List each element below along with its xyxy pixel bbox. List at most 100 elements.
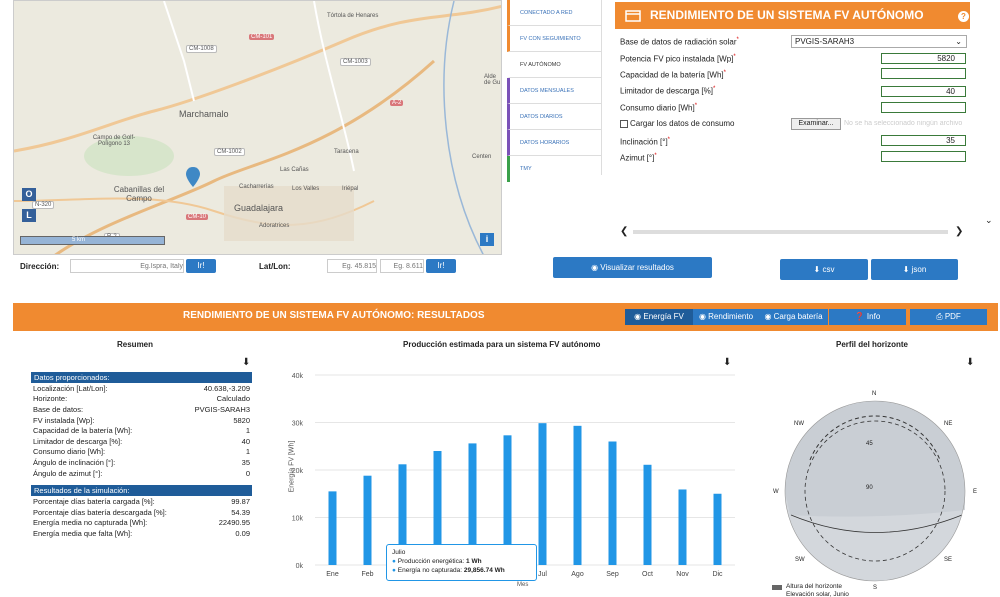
- bar[interactable]: [328, 491, 337, 565]
- vertical-scroll-arrow[interactable]: ⌄: [985, 215, 993, 225]
- visualize-button[interactable]: ◉ Visualizar resultados: [553, 257, 712, 278]
- latlon-go-button[interactable]: Ir!: [426, 259, 456, 273]
- ring-label-90: 90: [866, 485, 873, 491]
- summary-row: FV instalada [Wp]: 5820: [31, 415, 252, 426]
- info-button[interactable]: ❓ Info: [829, 309, 906, 325]
- bar[interactable]: [503, 435, 512, 565]
- inclination-input[interactable]: 35: [881, 135, 966, 146]
- summary-row: Base de datos: PVGIS-SARAH3: [31, 404, 252, 415]
- azimuth-input[interactable]: [881, 151, 966, 162]
- horizontal-scrollbar[interactable]: [633, 230, 948, 234]
- summary-row: Ángulo de azimut [°]: 0: [31, 468, 252, 479]
- tab-grid-connected[interactable]: CONECTADO A RED: [507, 0, 601, 26]
- summary-key: Horizonte:: [33, 394, 68, 404]
- scale-label: 5 km: [72, 237, 86, 243]
- y-tick-label: 40k: [292, 373, 304, 380]
- lon-input[interactable]: [380, 259, 424, 273]
- summary-key: Ángulo de inclinación [°]:: [33, 457, 116, 467]
- place-label: Las Cañas: [280, 167, 309, 173]
- latlon-label: Lat/Lon:: [259, 262, 291, 271]
- off-grid-form: RENDIMIENTO DE UN SISTEMA FV AUTÓNOMO ? …: [603, 0, 980, 237]
- summary-key: Porcentaje días batería descargada [%]:: [33, 507, 167, 517]
- y-tick-label: 30k: [292, 421, 304, 428]
- map-button-l[interactable]: L: [22, 209, 36, 222]
- given-header: Datos proporcionados:: [31, 372, 252, 383]
- battery-input[interactable]: [881, 68, 966, 79]
- summary-table: Datos proporcionados: Localización [Lat/…: [31, 372, 252, 539]
- pv-input[interactable]: 5820: [881, 53, 966, 64]
- bar[interactable]: [363, 475, 372, 565]
- bar[interactable]: [398, 464, 407, 565]
- map-view[interactable]: Tórtola de Henares Marchamalo Campo de G…: [13, 0, 502, 255]
- summary-value: 54.39: [231, 507, 250, 517]
- x-tick-label: Nov: [676, 571, 689, 578]
- tab-monthly[interactable]: DATOS MENSUALES: [507, 78, 601, 104]
- panel-title: RENDIMIENTO DE UN SISTEMA FV AUTÓNOMO: [615, 2, 970, 29]
- performance-button[interactable]: ◉ Rendimiento: [693, 309, 759, 325]
- download-icon[interactable]: ⬇: [242, 357, 251, 368]
- tab-hourly[interactable]: DATOS HORARIOS: [507, 130, 601, 156]
- summary-value: 22490.95: [218, 518, 250, 528]
- summary-value: 5820: [233, 415, 250, 425]
- download-icon: ⬇: [902, 265, 912, 274]
- db-label: Base de datos de radiación solar*: [620, 37, 739, 47]
- tooltip-unused: ● Energía no capturada: 29,856.74 Wh: [392, 567, 505, 574]
- consumption-input[interactable]: [881, 102, 966, 113]
- x-tick-label: Jul: [538, 571, 547, 578]
- summary-title: Resumen: [117, 340, 154, 349]
- discharge-label: Limitador de descarga [%]*: [620, 86, 716, 96]
- road-label: N-320: [32, 201, 55, 209]
- json-button[interactable]: ⬇ json: [871, 259, 958, 280]
- tab-tmy[interactable]: TMY: [507, 156, 601, 182]
- tab-daily[interactable]: DATOS DIARIOS: [507, 104, 601, 130]
- road-label: CM-1003: [340, 58, 371, 66]
- summary-key: Ángulo de azimut [°]:: [33, 468, 103, 478]
- place-label: Taracena: [334, 149, 359, 155]
- db-select[interactable]: PVGIS-SARAH3 ⌄: [791, 35, 967, 48]
- battery-charge-button[interactable]: ◉ Carga batería: [759, 309, 828, 325]
- compass-ne: NE: [944, 421, 953, 427]
- summary-value: 1: [245, 447, 250, 457]
- download-icon[interactable]: ⬇: [723, 357, 732, 368]
- info-button[interactable]: i: [480, 233, 494, 246]
- scroll-right-arrow[interactable]: ❯: [955, 226, 964, 237]
- bar[interactable]: [713, 493, 722, 565]
- summary-key: Porcentaje días batería cargada [%]:: [33, 497, 155, 507]
- tool-tabs: CONECTADO A RED FV CON SEGUIMIENTO FV AU…: [507, 0, 602, 182]
- help-icon[interactable]: ?: [958, 11, 969, 22]
- summary-key: Limitador de descarga [%]:: [33, 436, 123, 446]
- download-icon[interactable]: ⬇: [966, 357, 975, 368]
- summary-value: 99.87: [231, 497, 250, 507]
- summary-value: PVGIS-SARAH3: [194, 404, 250, 414]
- bar[interactable]: [433, 451, 442, 565]
- scroll-left-arrow[interactable]: ❮: [620, 226, 629, 237]
- tab-off-grid[interactable]: FV AUTÓNOMO: [507, 52, 601, 78]
- address-go-button[interactable]: Ir!: [186, 259, 216, 273]
- bar[interactable]: [538, 423, 547, 565]
- load-checkbox[interactable]: [620, 120, 628, 128]
- location-pin-icon[interactable]: [186, 167, 200, 187]
- bar[interactable]: [573, 425, 582, 565]
- x-tick-label: Oct: [642, 571, 653, 578]
- summary-value: 0: [245, 468, 250, 478]
- bar[interactable]: [678, 489, 687, 565]
- place-label: Cabanillas del Campo: [113, 185, 165, 203]
- bar[interactable]: [608, 441, 617, 566]
- energy-button[interactable]: ◉ Energía FV: [625, 309, 693, 325]
- address-input[interactable]: [70, 259, 184, 273]
- place-label: Marchamalo: [179, 109, 229, 119]
- browse-button[interactable]: Examinar...: [791, 118, 841, 130]
- csv-button[interactable]: ⬇ csv: [780, 259, 868, 280]
- lat-input[interactable]: [327, 259, 377, 273]
- discharge-input[interactable]: 40: [881, 86, 966, 97]
- azimuth-label: Azimut [°]*: [620, 153, 657, 163]
- summary-row: Limitador de descarga [%]: 40: [31, 436, 252, 447]
- map-button-o[interactable]: O: [22, 188, 36, 201]
- pv-label: Potencia FV pico instalada [Wp]*: [620, 54, 736, 64]
- bar[interactable]: [468, 443, 477, 565]
- summary-row: Consumo diario [Wh]: 1: [31, 447, 252, 458]
- eye-icon: ◉: [634, 312, 644, 321]
- bar[interactable]: [643, 464, 652, 565]
- tab-tracking[interactable]: FV CON SEGUIMIENTO: [507, 26, 601, 52]
- pdf-button[interactable]: ⎙ PDF: [910, 309, 987, 325]
